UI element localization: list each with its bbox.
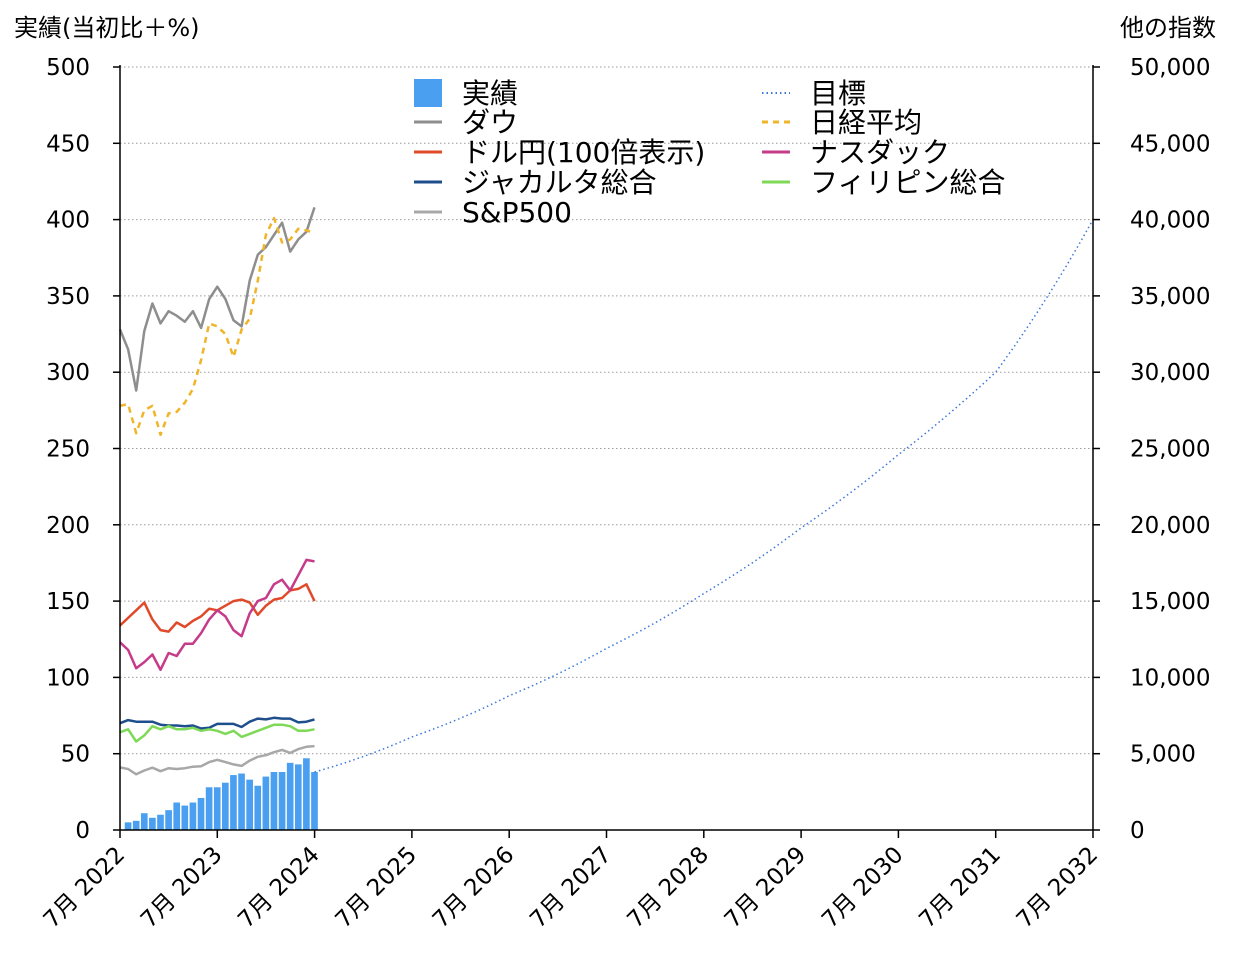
actual-bar xyxy=(140,813,148,830)
right-tick-label: 20,000 xyxy=(1130,513,1210,539)
legend-swatch xyxy=(414,79,442,107)
left-tick-label: 250 xyxy=(46,437,90,463)
actual-bar xyxy=(238,773,245,830)
left-tick-label: 100 xyxy=(46,665,90,691)
actual-bar xyxy=(270,772,278,830)
right-tick-label: 35,000 xyxy=(1130,284,1210,310)
right-tick-label: 40,000 xyxy=(1130,208,1210,234)
actual-bar xyxy=(165,810,172,830)
actual-bar xyxy=(149,817,156,830)
left-tick-label: 0 xyxy=(75,818,90,844)
x-tick-label: 7月 2029 xyxy=(720,842,812,934)
x-tick-label: 7月 2026 xyxy=(428,842,520,934)
left-tick-label: 200 xyxy=(46,513,90,539)
x-tick-label: 7月 2031 xyxy=(914,842,1006,934)
legend-label: 実績 xyxy=(462,77,518,110)
right-tick-label: 30,000 xyxy=(1130,360,1210,386)
left-tick-label: 50 xyxy=(61,742,90,768)
actual-bar xyxy=(246,779,253,830)
series-line-目標 xyxy=(314,219,1094,773)
actual-bar xyxy=(181,805,189,830)
actual-bar xyxy=(197,797,205,830)
series-line-S&P500 xyxy=(119,744,315,776)
series-lines xyxy=(118,207,1094,776)
left-tick-label: 400 xyxy=(46,208,90,234)
series-line-ダウ xyxy=(118,207,316,392)
legend-label: 日経平均 xyxy=(810,106,922,139)
x-tick-label: 7月 2022 xyxy=(39,842,131,934)
x-tick-label: 7月 2025 xyxy=(331,842,423,934)
actual-bar xyxy=(230,775,237,830)
actual-bar xyxy=(205,787,213,830)
right-tick-label: 25,000 xyxy=(1130,437,1210,463)
right-axis-title: 他の指数 xyxy=(1120,14,1216,42)
series-line-ドル円(100倍表示) xyxy=(119,583,316,633)
left-tick-label: 300 xyxy=(46,360,90,386)
left-tick-label: 150 xyxy=(46,589,90,615)
legend-label: 目標 xyxy=(810,77,866,110)
left-tick-label: 350 xyxy=(46,284,90,310)
x-tick-label: 7月 2032 xyxy=(1012,842,1104,934)
right-tick-label: 50,000 xyxy=(1130,55,1210,81)
actual-bar xyxy=(286,762,294,830)
right-tick-label: 15,000 xyxy=(1130,589,1210,615)
right-tick-label: 45,000 xyxy=(1130,131,1210,157)
right-tick-label: 0 xyxy=(1130,818,1145,844)
series-line-日経平均 xyxy=(119,216,315,437)
legend-label: フィリピン総合 xyxy=(810,166,1005,199)
x-tick-label: 7月 2028 xyxy=(622,842,714,934)
right-tick-label: 5,000 xyxy=(1130,742,1196,768)
x-tick-label: 7月 2030 xyxy=(817,842,909,934)
series-line-ナスダック xyxy=(119,558,315,672)
series-line-ジャカルタ総合 xyxy=(119,716,315,730)
actual-bars xyxy=(124,758,318,830)
x-tick-label: 7月 2024 xyxy=(233,842,325,934)
actual-bar xyxy=(124,822,132,830)
left-tick-label: 450 xyxy=(46,131,90,157)
legend-label: ダウ xyxy=(462,106,518,139)
x-tick-label: 7月 2023 xyxy=(136,842,228,934)
legend-label: ドル円(100倍表示) xyxy=(462,136,705,169)
x-tick-label: 7月 2027 xyxy=(525,842,617,934)
actual-bar xyxy=(213,787,221,830)
legend-label: ナスダック xyxy=(810,136,950,169)
actual-bar xyxy=(173,802,181,830)
actual-bar xyxy=(254,785,262,830)
actual-bar xyxy=(303,758,310,830)
actual-bar xyxy=(189,802,197,830)
actual-bar xyxy=(262,776,270,830)
actual-bar xyxy=(311,772,318,830)
right-tick-label: 10,000 xyxy=(1130,665,1210,691)
left-tick-label: 500 xyxy=(46,55,90,81)
actual-bar xyxy=(278,772,286,830)
actual-bar xyxy=(132,820,140,830)
actual-bar xyxy=(294,764,302,830)
legend-label: S&P500 xyxy=(462,196,572,229)
actual-bar xyxy=(157,814,164,830)
series-line-フィリピン総合 xyxy=(119,723,315,743)
left-axis-title: 実績(当初比＋%) xyxy=(14,14,200,42)
legend-label: ジャカルタ総合 xyxy=(462,166,657,199)
actual-bar xyxy=(222,782,229,830)
